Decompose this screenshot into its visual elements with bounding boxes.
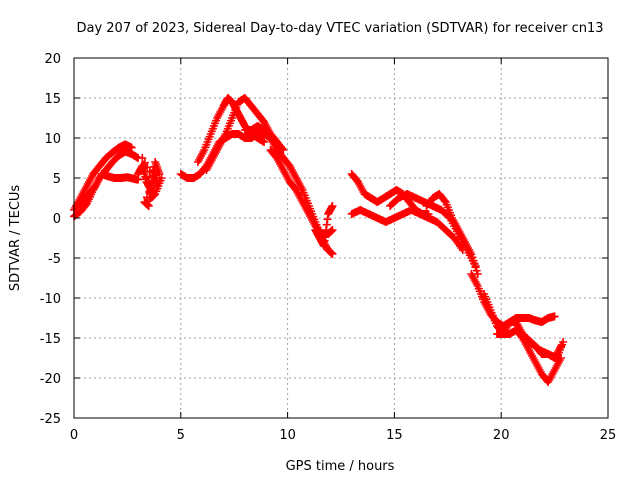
series-track-c xyxy=(72,170,143,210)
y-tick-label: 15 xyxy=(44,92,61,107)
data-point xyxy=(157,174,166,182)
x-tick-label: 0 xyxy=(70,428,78,443)
series-track-q xyxy=(518,330,568,362)
data-point xyxy=(144,180,153,189)
data-point xyxy=(559,338,568,346)
x-tick-label: 5 xyxy=(177,428,185,443)
x-axis-label: GPS time / hours xyxy=(286,459,395,474)
y-tick-label: -20 xyxy=(40,372,61,387)
chart-title: Day 207 of 2023, Sidereal Day-to-day VTE… xyxy=(76,21,603,36)
series-track-k xyxy=(347,206,467,254)
data-point xyxy=(145,187,154,196)
data-point xyxy=(138,154,147,162)
y-tick-label: -15 xyxy=(40,332,61,347)
y-tick-label: 0 xyxy=(53,212,61,227)
axis-ticks: 0 5 10 15 20 25 -25 -20 -15 -10 -5 0 5 10 15 20 xyxy=(40,52,617,443)
data-point xyxy=(141,167,150,176)
y-tick-label: -5 xyxy=(48,252,61,267)
data-point xyxy=(148,172,157,181)
y-tick-label: 10 xyxy=(44,132,61,147)
y-axis-label: SDTVAR / TECUs xyxy=(8,185,23,292)
x-tick-label: 15 xyxy=(386,428,403,443)
y-tick-label: -25 xyxy=(40,412,61,427)
y-tick-label: 20 xyxy=(44,52,61,67)
y-tick-label: -10 xyxy=(40,292,61,307)
data-point xyxy=(260,138,269,146)
data-point xyxy=(550,312,559,321)
data-point xyxy=(142,174,151,182)
grid xyxy=(74,58,608,418)
data-points xyxy=(70,94,568,386)
series-scattered-3-4h xyxy=(134,154,166,210)
x-tick-label: 10 xyxy=(279,428,296,443)
data-point xyxy=(328,250,337,258)
x-tick-label: 20 xyxy=(493,428,510,443)
x-tick-label: 25 xyxy=(600,428,617,443)
data-point xyxy=(328,202,337,210)
y-tick-label: 5 xyxy=(53,172,61,187)
plot-frame xyxy=(73,57,609,419)
series-track-i xyxy=(311,202,337,250)
data-point xyxy=(139,160,148,169)
series-track-m xyxy=(422,190,482,278)
